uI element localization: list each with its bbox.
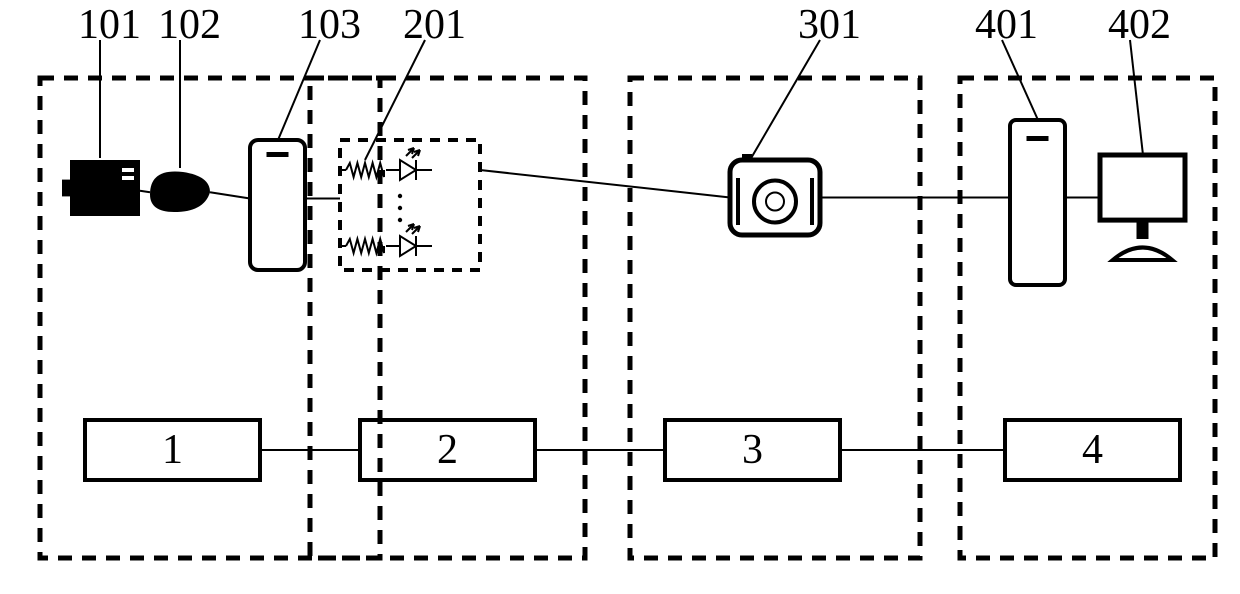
diagram-canvas: 1 2 3 4 101 102 103 201 301 401 402 — [0, 0, 1240, 594]
label-n301: 301 — [798, 2, 861, 48]
leader-n103 — [278, 40, 320, 140]
label-n102: 102 — [158, 2, 221, 48]
label-n401: 401 — [975, 2, 1038, 48]
group-g4 — [960, 78, 1215, 558]
device-tower-103 — [250, 140, 305, 270]
group-g3 — [630, 78, 920, 558]
block-label-b3: 3 — [742, 427, 763, 473]
device-ledbox-201 — [340, 140, 480, 270]
block-label-b4: 4 — [1082, 427, 1103, 473]
device-monitor-402 — [1100, 155, 1185, 260]
block-label-b1: 1 — [162, 427, 183, 473]
label-n201: 201 — [403, 2, 466, 48]
group-g1 — [40, 78, 380, 558]
device-tower-401 — [1010, 120, 1065, 285]
label-n402: 402 — [1108, 2, 1171, 48]
label-n103: 103 — [298, 2, 361, 48]
device-camera-301 — [730, 154, 820, 235]
label-n101: 101 — [78, 2, 141, 48]
conn-ledbox-camera — [480, 170, 730, 198]
device-mouse-102 — [150, 171, 210, 212]
conn-mouse-tower103 — [210, 192, 250, 198]
leader-n402 — [1130, 40, 1143, 155]
group-g2 — [310, 78, 585, 558]
leader-n301 — [750, 40, 820, 160]
conn-pc-mouse — [140, 191, 150, 192]
block-label-b2: 2 — [437, 427, 458, 473]
